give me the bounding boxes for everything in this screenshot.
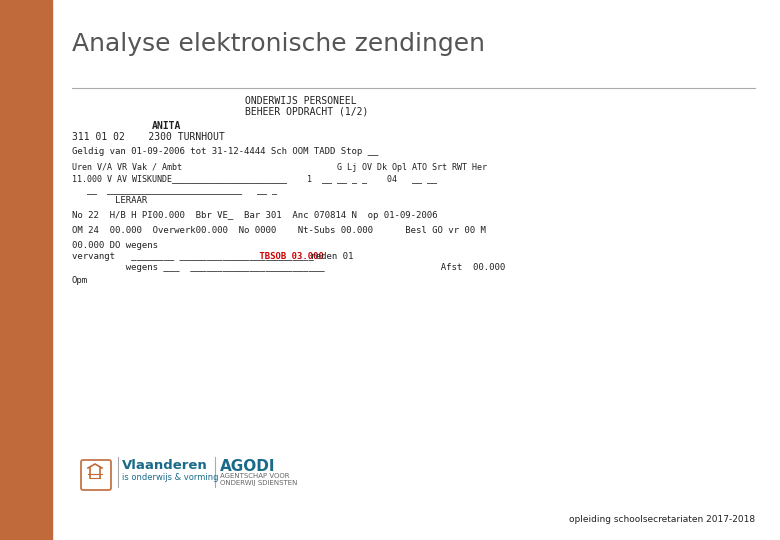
Text: Vlaanderen: Vlaanderen <box>122 459 207 472</box>
Text: ONDERWIJS PERSONEEL: ONDERWIJS PERSONEEL <box>245 96 356 106</box>
Text: AGENTSCHAP VOOR: AGENTSCHAP VOOR <box>220 473 289 479</box>
Text: Uren V/A VR Vak / Ambt                               G Lj OV Dk Opl ATO Srt RWT : Uren V/A VR Vak / Ambt G Lj OV Dk Opl AT… <box>72 163 487 172</box>
Text: No 22  H/B H PI00.000  Bbr VE_  Bar 301  Anc 070814 N  op 01-09-2006: No 22 H/B H PI00.000 Bbr VE_ Bar 301 Anc… <box>72 211 438 220</box>
Bar <box>0 0 52 540</box>
Text: vervangt   ________ _________________________: vervangt ________ ______________________… <box>72 252 314 261</box>
Text: OM 24  00.000  Overwerk00.000  No 0000    Nt-Subs 00.000      Besl GO vr 00 M: OM 24 00.000 Overwerk00.000 No 0000 Nt-S… <box>72 226 486 235</box>
Text: vervangt   ________ _________________________ _: vervangt ________ ______________________… <box>72 252 324 261</box>
Text: ONDERWIJ SDIENSTEN: ONDERWIJ SDIENSTEN <box>220 480 297 486</box>
Text: reden 01: reden 01 <box>305 252 353 261</box>
Text: BEHEER OPDRACHT (1/2): BEHEER OPDRACHT (1/2) <box>245 107 368 117</box>
Text: 311 01 02    2300 TURNHOUT: 311 01 02 2300 TURNHOUT <box>72 132 225 142</box>
Text: __  ___________________________   __ _: __ ___________________________ __ _ <box>72 185 277 194</box>
Text: Afst  00.000: Afst 00.000 <box>430 263 505 272</box>
Text: LERAAR: LERAAR <box>72 196 147 205</box>
Text: TBSOB 03.000: TBSOB 03.000 <box>254 252 324 261</box>
Text: 00.000 DO wegens: 00.000 DO wegens <box>72 241 158 250</box>
Text: is onderwijs & vorming: is onderwijs & vorming <box>122 473 218 482</box>
Text: opleiding schoolsecretariaten 2017-2018: opleiding schoolsecretariaten 2017-2018 <box>569 515 755 524</box>
Text: Analyse elektronische zendingen: Analyse elektronische zendingen <box>72 32 485 56</box>
Text: AGODI: AGODI <box>220 459 275 474</box>
Text: Opm: Opm <box>72 276 88 285</box>
Text: Geldig van 01-09-2006 tot 31-12-4444 Sch OOM TADD Stop __: Geldig van 01-09-2006 tot 31-12-4444 Sch… <box>72 147 378 156</box>
Text: 11.000 V AV WISKUNDE_______________________    1  __ __ _ _    04   __ __: 11.000 V AV WISKUNDE____________________… <box>72 174 437 183</box>
Text: wegens ___  _________________________: wegens ___ _________________________ <box>72 263 324 272</box>
Text: ANITA: ANITA <box>152 121 182 131</box>
